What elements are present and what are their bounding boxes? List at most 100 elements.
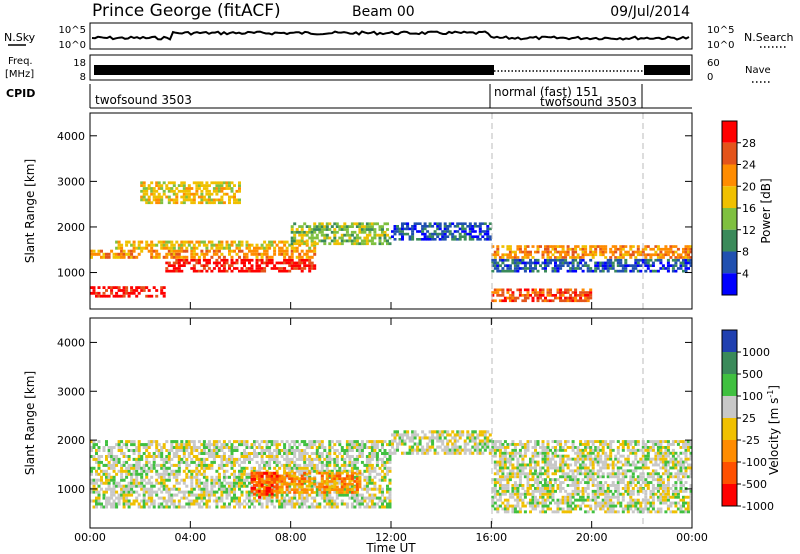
data-cell (536, 478, 540, 482)
data-cell (343, 469, 347, 473)
data-cell (170, 243, 174, 247)
data-cell (616, 498, 620, 502)
data-cell (529, 510, 532, 514)
data-cell (574, 267, 578, 270)
data-cell (220, 264, 224, 267)
data-cell (506, 510, 510, 514)
data-cell (315, 440, 319, 444)
data-cell (323, 242, 327, 246)
data-cell (531, 472, 535, 476)
data-cell (147, 466, 151, 470)
data-cell (541, 492, 545, 496)
data-cell (536, 451, 540, 455)
data-cell (636, 501, 640, 505)
data-cell (205, 201, 209, 205)
data-cell (576, 256, 580, 259)
data-cell (386, 466, 389, 470)
data-cell (127, 294, 131, 298)
data-cell (135, 246, 139, 250)
data-cell (541, 472, 545, 476)
data-cell (571, 478, 575, 482)
data-cell (268, 243, 272, 247)
data-cell (381, 230, 384, 234)
data-cell (629, 475, 633, 479)
data-cell (157, 481, 161, 485)
data-cell (471, 238, 475, 241)
data-cell (195, 469, 199, 473)
data-cell (343, 477, 347, 480)
data-cell (180, 449, 184, 452)
data-cell (328, 460, 332, 464)
data-cell (225, 505, 229, 509)
data-cell (666, 261, 670, 265)
data-cell (521, 501, 525, 505)
data-cell (270, 495, 274, 499)
data-cell (518, 451, 522, 455)
data-cell (308, 267, 312, 270)
data-cell (651, 487, 655, 490)
data-cell (192, 502, 196, 506)
data-cell (544, 448, 547, 452)
data-cell (190, 267, 194, 270)
data-cell (285, 449, 289, 452)
data-cell (671, 264, 675, 267)
data-cell (576, 299, 580, 303)
data-cell (207, 490, 211, 494)
data-cell (220, 505, 224, 509)
data-cell (162, 446, 166, 449)
data-cell (338, 443, 342, 447)
data-cell (350, 460, 354, 464)
data-cell (629, 492, 633, 496)
data-cell (554, 296, 557, 300)
data-cell (639, 510, 643, 514)
data-cell (300, 452, 304, 455)
data-cell (303, 443, 307, 447)
data-cell (589, 472, 593, 476)
data-cell (190, 201, 194, 205)
data-cell (626, 443, 630, 446)
data-cell (160, 505, 164, 509)
data-cell (263, 452, 267, 455)
data-cell (145, 469, 149, 473)
data-cell (330, 484, 334, 488)
data-cell (644, 507, 648, 511)
data-cell (305, 484, 309, 488)
data-cell (521, 446, 525, 449)
data-cell (586, 481, 590, 484)
data-cell (120, 466, 124, 470)
data-cell (483, 230, 487, 233)
data-cell (263, 471, 267, 475)
data-cell (594, 454, 598, 458)
data-cell (115, 505, 119, 509)
data-cell (150, 487, 154, 491)
data-cell (315, 463, 319, 467)
data-cell (278, 481, 282, 485)
data-cell (175, 198, 179, 202)
data-cell (207, 452, 211, 455)
data-cell (270, 483, 274, 487)
data-cell (541, 504, 545, 508)
data-cell (651, 475, 655, 479)
data-cell (604, 454, 608, 458)
data-cell (220, 258, 224, 262)
data-cell (463, 232, 467, 236)
data-cell (90, 255, 93, 259)
data-cell (202, 449, 206, 452)
data-cell (320, 233, 324, 237)
data-cell (243, 460, 246, 464)
data-cell (365, 233, 369, 237)
data-cell (260, 243, 264, 247)
data-cell (315, 487, 319, 491)
data-cell (646, 454, 650, 458)
data-cell (629, 443, 633, 446)
data-cell (684, 256, 688, 259)
data-cell (115, 455, 119, 458)
data-cell (187, 505, 191, 509)
data-cell (228, 246, 231, 250)
data-cell (155, 446, 159, 449)
data-cell (574, 296, 578, 300)
data-cell (421, 227, 425, 231)
data-cell (381, 446, 384, 449)
data-cell (187, 195, 191, 199)
data-cell (92, 286, 96, 289)
